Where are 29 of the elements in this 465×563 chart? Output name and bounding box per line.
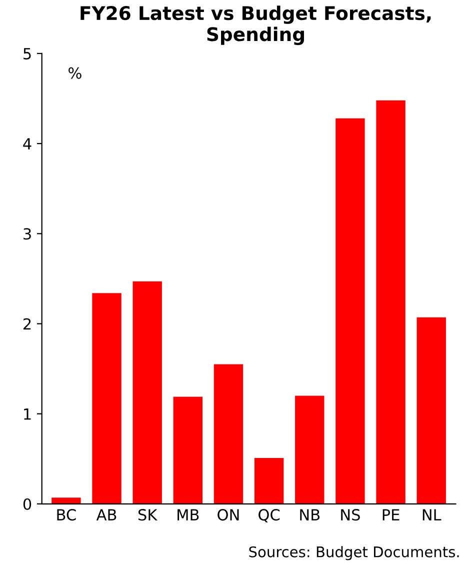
x-tick-label: NL (422, 509, 442, 520)
y-tick-label: 0 (23, 498, 32, 510)
x-tick-label: NS (341, 509, 360, 521)
x-tick-label: ON (218, 509, 239, 521)
bar (52, 498, 81, 504)
bar (254, 458, 284, 504)
x-tick-label: QC (258, 509, 280, 522)
bar (173, 396, 203, 504)
y-tick-label: 3 (24, 228, 31, 240)
x-tick-label: SK (138, 509, 158, 521)
bar (295, 396, 324, 504)
x-tick-label: MB (178, 509, 199, 520)
x-tick-label: AB (96, 509, 116, 520)
bar (336, 118, 365, 504)
bar (214, 364, 244, 504)
bar (132, 281, 162, 504)
y-axis-title: % (68, 67, 82, 79)
chart-title: FY26 Latest vs Budget Forecasts, Spending (80, 6, 431, 46)
x-tick-label: PE (382, 509, 400, 520)
source-note: Sources: Budget Documents. (249, 546, 459, 560)
bar (92, 293, 122, 504)
y-tick-label: 2 (24, 318, 31, 330)
y-tick-label: 5 (24, 48, 31, 60)
y-tick-label: 4 (23, 138, 32, 150)
bar (416, 317, 446, 504)
x-tick-label: NB (300, 509, 320, 520)
bar (376, 100, 406, 504)
y-tick-label: 1 (24, 408, 31, 420)
x-tick-label: BC (57, 509, 76, 521)
